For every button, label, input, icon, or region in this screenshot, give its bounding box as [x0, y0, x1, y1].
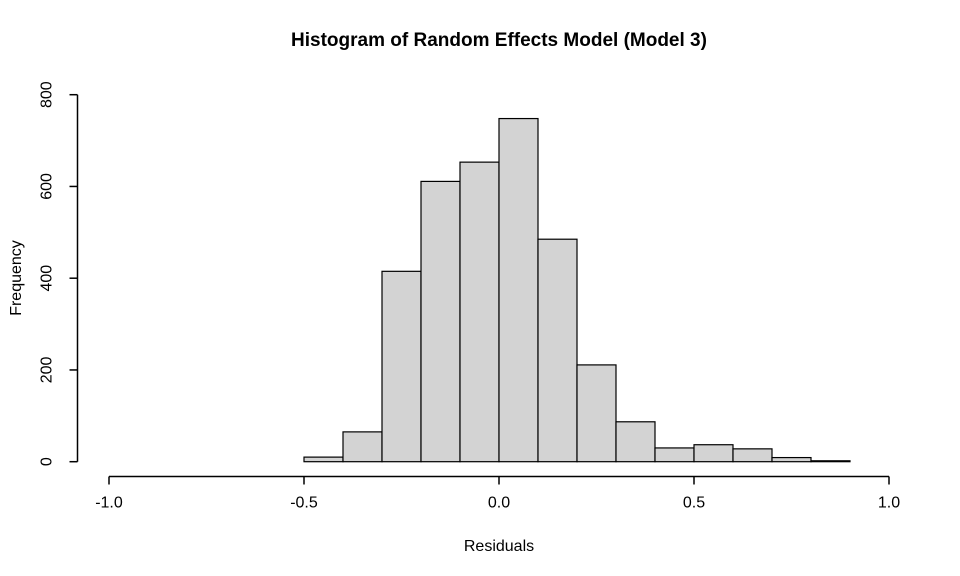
y-tick-label: 600	[39, 173, 56, 200]
y-tick-label: 200	[39, 357, 56, 384]
histogram-bar	[732, 448, 773, 463]
x-tick-label: 0.0	[488, 495, 510, 512]
histogram-bar	[537, 238, 578, 463]
y-tick-label: 0	[39, 457, 56, 466]
histogram-bar	[615, 421, 656, 463]
x-axis-label: Residuals	[463, 538, 535, 555]
histogram-bar	[498, 117, 539, 463]
y-axis-label: Frequency	[8, 240, 25, 316]
y-tick-label: 400	[39, 265, 56, 292]
chart-title: Histogram of Random Effects Model (Model…	[291, 30, 707, 51]
histogram-bar	[576, 364, 617, 463]
histogram-bar	[459, 161, 500, 463]
histogram-bar	[342, 431, 383, 463]
histogram-bar	[693, 444, 734, 463]
histogram-bar	[420, 180, 461, 463]
x-tick-label: -1.0	[95, 495, 123, 512]
histogram-bar	[810, 460, 851, 463]
histogram-bar	[654, 447, 695, 463]
x-tick-label: 1.0	[878, 495, 900, 512]
histogram-bar	[303, 456, 344, 463]
x-tick-label: -0.5	[290, 495, 318, 512]
histogram-bar	[771, 456, 812, 463]
y-tick-label: 800	[39, 81, 56, 108]
histogram-bar	[381, 270, 422, 463]
x-tick-label: 0.5	[683, 495, 705, 512]
